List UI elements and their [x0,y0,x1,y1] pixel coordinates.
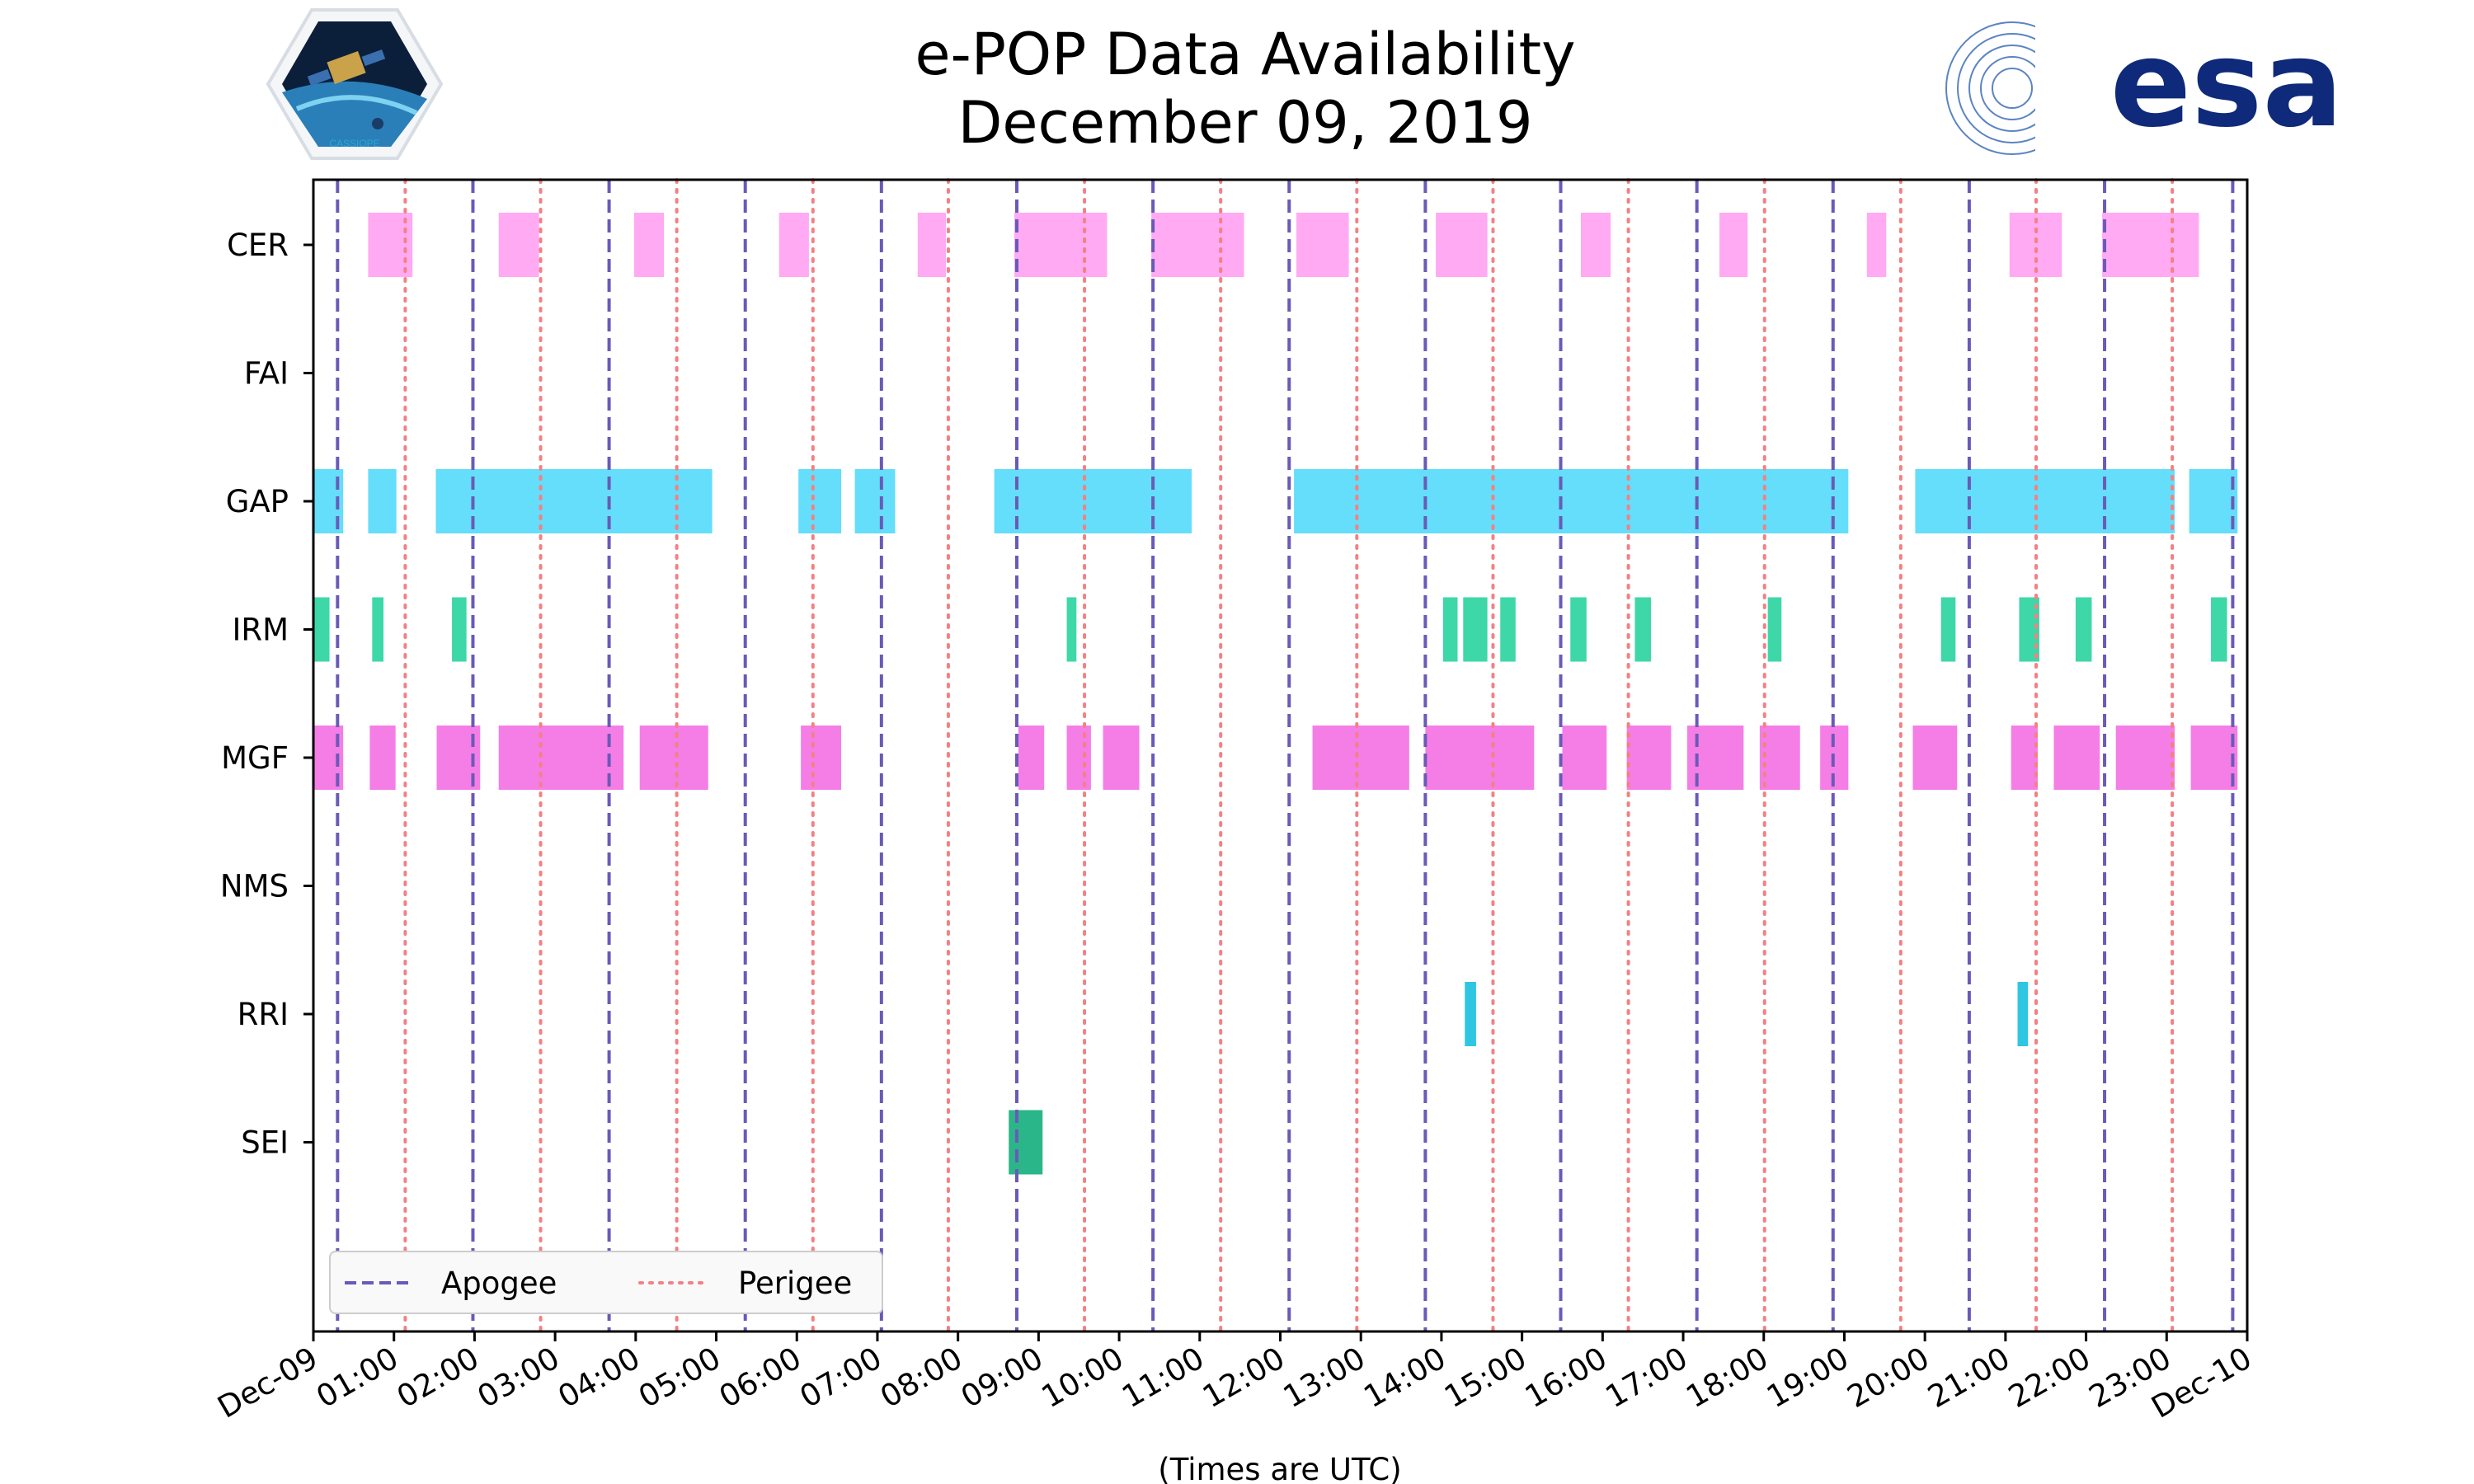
bar-cer-0 [368,213,413,277]
bar-mgf-18 [2053,726,2100,790]
legend: Apogee Perigee [329,1251,883,1314]
x-tick-label-3: 03:00 [472,1341,566,1416]
x-tick-label-22: 22:00 [2002,1341,2096,1416]
x-tick-label-2: 02:00 [391,1341,485,1416]
bar-cer-12 [2009,213,2062,277]
bar-rri-0 [1465,982,1476,1046]
x-tick-label-12: 12:00 [1197,1341,1291,1416]
bar-mgf-14 [1759,726,1800,790]
bar-mgf-5 [801,726,841,790]
bar-cer-1 [498,213,539,277]
x-tick-label-4: 04:00 [552,1341,646,1416]
x-tick-label-11: 11:00 [1116,1341,1210,1416]
bar-irm-13 [2211,597,2227,662]
bar-cer-6 [1151,213,1244,277]
x-tick-label-17: 17:00 [1600,1341,1694,1416]
bar-cer-5 [1014,213,1108,277]
bar-gap-3 [798,469,841,533]
y-tick-label-cer: CER [227,228,289,263]
legend-apogee-label: Apogee [441,1266,557,1301]
bar-mgf-20 [2190,726,2238,790]
legend-perigee-label: Perigee [738,1266,852,1301]
bar-irm-5 [1463,597,1488,662]
bar-irm-4 [1442,597,1458,662]
y-tick-label-irm: IRM [232,613,289,648]
y-tick-label-nms: NMS [220,869,289,904]
cassiope-logo-text: CASSIOPE [329,138,379,149]
bar-gap-8 [2189,469,2238,533]
x-tick-label-1: 01:00 [310,1341,404,1416]
bar-irm-8 [1634,597,1651,662]
bar-irm-6 [1500,597,1516,662]
cassiope-logo: CASSIOPE [266,8,444,160]
x-tick-label-6: 06:00 [713,1341,807,1416]
bar-irm-9 [1767,597,1782,662]
bar-irm-1 [372,597,384,662]
x-tick-label-9: 09:00 [955,1341,1049,1416]
y-tick-label-gap: GAP [226,484,289,519]
bar-gap-7 [1915,469,2175,533]
y-tick-label-fai: FAI [244,356,289,392]
bar-irm-12 [2075,597,2092,662]
bar-cer-9 [1580,213,1611,277]
bar-mgf-16 [1912,726,1958,790]
bar-mgf-4 [639,726,708,790]
x-tick-label-10: 10:00 [1036,1341,1130,1416]
y-tick-label-sei: SEI [241,1125,289,1161]
bar-mgf-7 [1066,726,1091,790]
bar-mgf-11 [1562,726,1607,790]
legend-box [329,1251,883,1314]
x-tick-label-14: 14:00 [1358,1341,1452,1416]
x-tick-label-16: 16:00 [1519,1341,1613,1416]
bar-mgf-10 [1425,726,1535,790]
bar-rri-1 [2017,982,2029,1046]
bar-gap-6 [1294,469,1849,533]
esa-logo-text: esa [2110,15,2344,154]
bar-mgf-9 [1312,726,1409,790]
bar-cer-4 [917,213,947,277]
bar-mgf-1 [369,726,396,790]
x-tick-label-15: 15:00 [1438,1341,1532,1416]
bar-gap-5 [994,469,1192,533]
y-tick-label-rri: RRI [238,997,289,1032]
bar-mgf-3 [498,726,624,790]
bar-sei-0 [1009,1110,1043,1175]
chart-title: e-POP Data Availability [915,21,1575,88]
bar-mgf-6 [1018,726,1045,790]
x-tick-label-5: 05:00 [633,1341,727,1416]
x-tick-label-18: 18:00 [1680,1341,1774,1416]
x-axis-label: (Times are UTC) [1158,1452,1401,1484]
bar-irm-7 [1570,597,1587,662]
y-tick-label-mgf: MGF [221,740,289,776]
esa-logo: esa [1945,15,2344,157]
bar-mgf-12 [1626,726,1672,790]
bar-gap-4 [854,469,896,533]
x-tick-label-13: 13:00 [1277,1341,1371,1416]
bar-irm-3 [1066,597,1077,662]
chart-subtitle: December 09, 2019 [958,89,1533,157]
bar-gap-2 [435,469,713,533]
bar-cer-8 [1436,213,1488,277]
bar-mgf-17 [2011,726,2038,790]
x-tick-label-7: 07:00 [794,1341,888,1416]
x-tick-label-0: Dec-09 [212,1341,324,1425]
bar-irm-10 [1940,597,1956,662]
x-tick-label-8: 08:00 [874,1341,968,1416]
x-tick-label-20: 20:00 [1841,1341,1935,1416]
bar-gap-1 [368,469,397,533]
bar-mgf-8 [1103,726,1140,790]
bar-mgf-19 [2115,726,2175,790]
bar-cer-10 [1719,213,1748,277]
bar-irm-0 [313,597,330,662]
bar-cer-3 [778,213,809,277]
plot-area: CER FAI GAP IRM MGF NMS RRI SEI Dec-0901:0002:00… [212,178,2258,1425]
x-tick-label-21: 21:00 [1922,1341,2016,1416]
bar-cer-13 [2102,213,2199,277]
bar-irm-2 [452,597,467,662]
bar-cer-7 [1296,213,1349,277]
bar-cer-2 [633,213,665,277]
bar-cer-11 [1866,213,1887,277]
x-tick-label-19: 19:00 [1761,1341,1855,1416]
